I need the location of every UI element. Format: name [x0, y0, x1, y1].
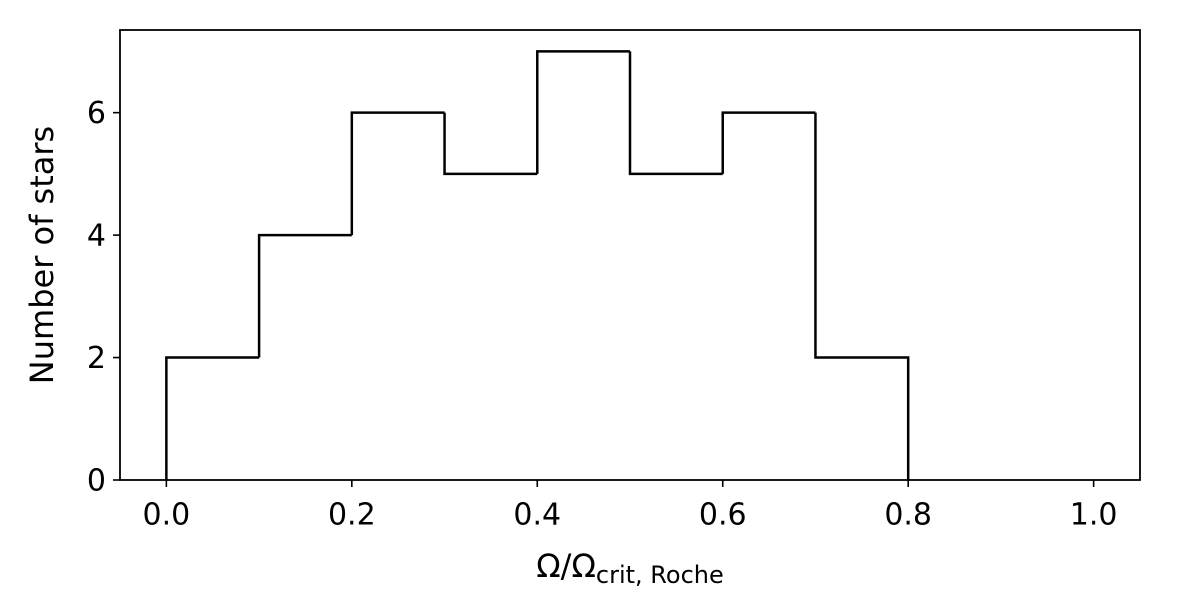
- y-tick-label: 0: [87, 464, 106, 499]
- y-tick-label: 2: [87, 341, 106, 376]
- x-axis-label-subscript: crit, Roche: [596, 561, 724, 589]
- plot-frame: [119, 29, 1141, 481]
- x-axis-label: Ω/Ωcrit, Roche: [536, 547, 724, 589]
- x-tick-label: 1.0: [1070, 498, 1118, 533]
- bar: [814, 112, 910, 480]
- bar: [257, 233, 352, 358]
- bar: [165, 356, 260, 480]
- bar: [443, 112, 538, 176]
- bar: [350, 111, 445, 236]
- x-tick-label: 0.2: [328, 498, 376, 533]
- x-axis-label-main: Ω/Ω: [536, 547, 596, 585]
- x-tick-label: 0.6: [699, 498, 747, 533]
- x-tick-label: 0.8: [884, 498, 932, 533]
- x-tick-label: 0.0: [143, 498, 191, 533]
- bar: [536, 50, 630, 174]
- y-tick-label: 4: [87, 219, 106, 254]
- y-tick-label: 6: [87, 96, 106, 131]
- x-tick-label: 0.4: [513, 498, 561, 533]
- y-axis-label: Number of stars: [23, 126, 61, 384]
- bar: [628, 51, 723, 176]
- bar: [721, 111, 816, 174]
